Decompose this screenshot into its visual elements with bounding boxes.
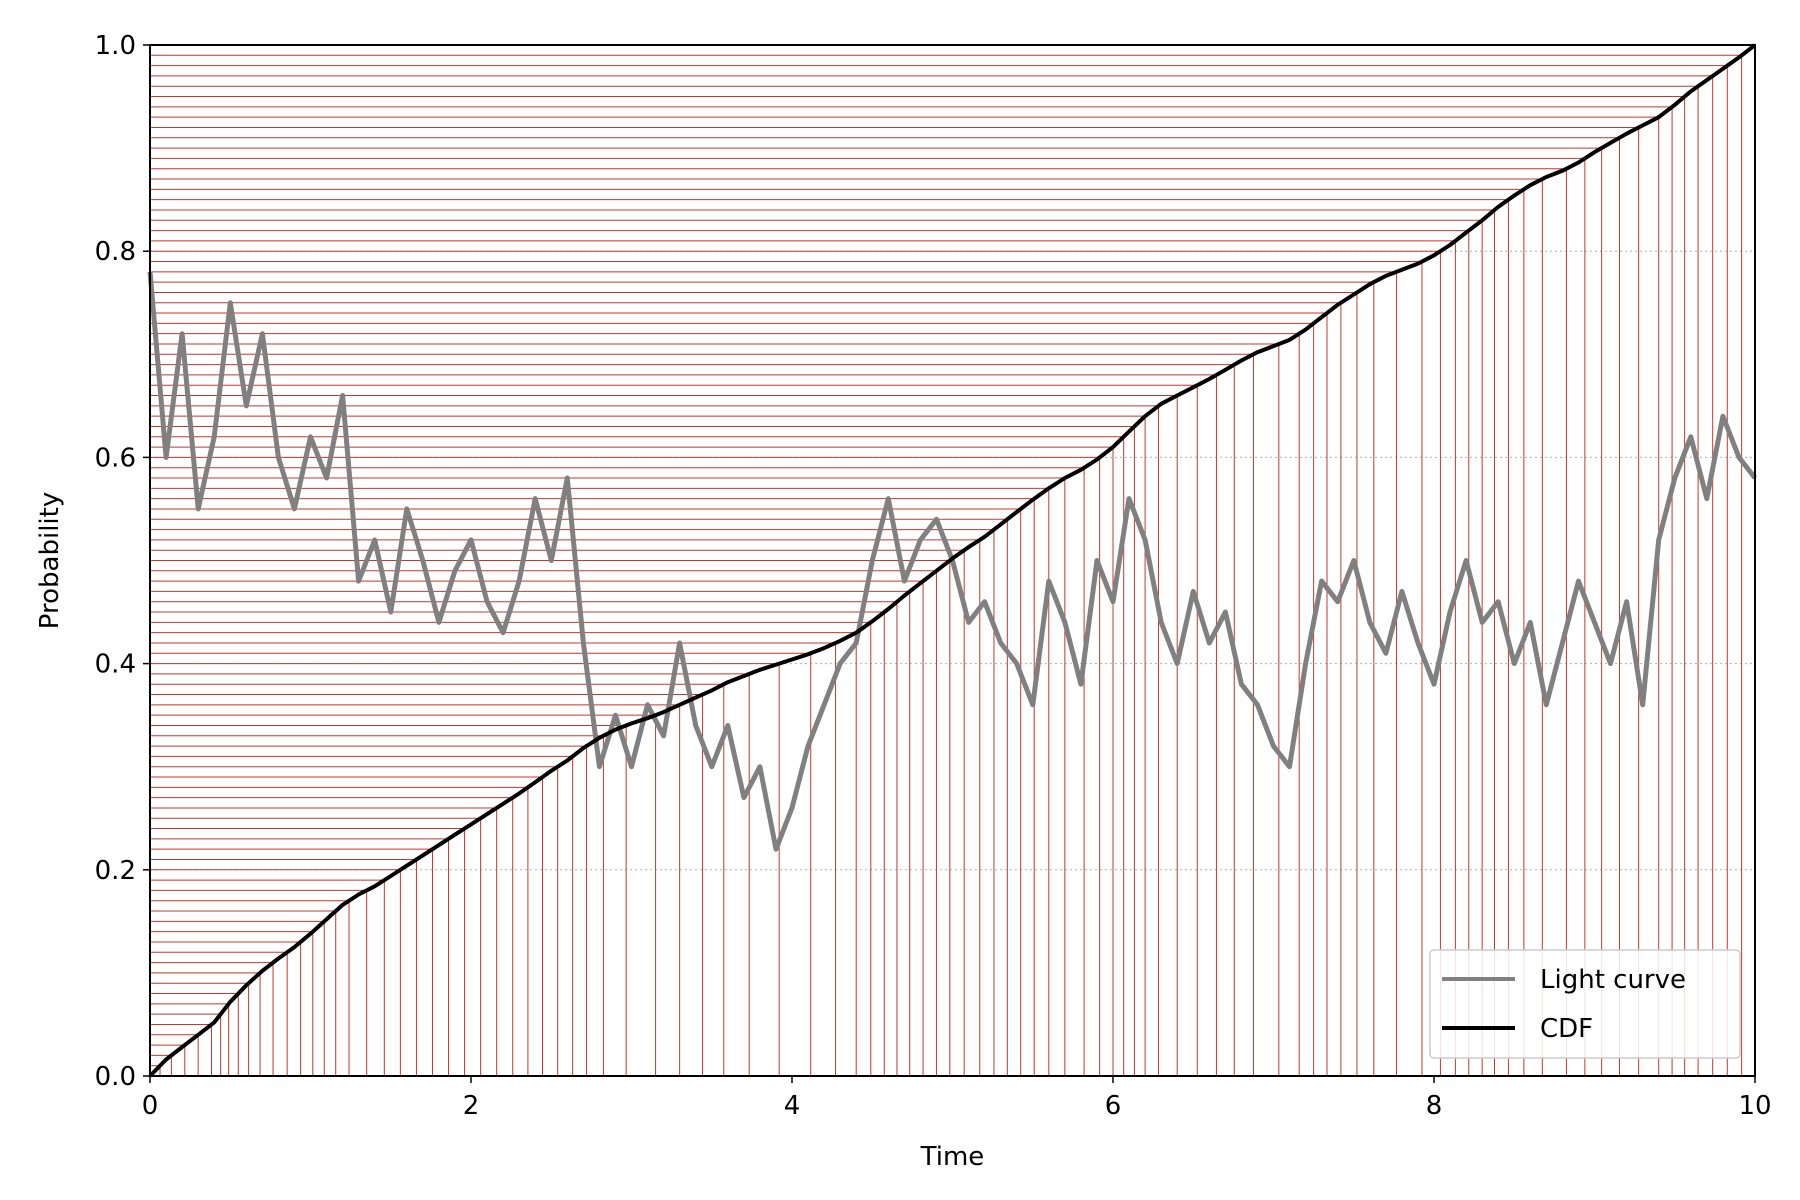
x-axis-label: Time [920, 1142, 985, 1172]
y-tick-label: 0.2 [95, 856, 136, 886]
y-axis-label: Probability [35, 492, 65, 629]
y-tick-label: 0.6 [95, 443, 136, 473]
x-tick-label: 2 [463, 1091, 480, 1121]
x-tick-label: 0 [142, 1091, 159, 1121]
axis-ticks: 0 2 4 6 8 10 0.0 0.2 0.4 0.6 0.8 1.0 [95, 31, 1772, 1121]
y-tick-label: 1.0 [95, 31, 136, 61]
cdf-line [148, 43, 1757, 1078]
x-tick-label: 4 [784, 1091, 801, 1121]
legend-label-cdf: CDF [1540, 1014, 1593, 1044]
x-tick-label: 10 [1738, 1091, 1771, 1121]
legend: Light curve CDF [1429, 949, 1741, 1059]
x-tick-label: 8 [1426, 1091, 1443, 1121]
x-tick-label: 6 [1105, 1091, 1122, 1121]
legend-label-light-curve: Light curve [1540, 965, 1686, 995]
y-tick-label: 0.4 [95, 650, 136, 680]
y-tick-label: 0.0 [95, 1062, 136, 1092]
plot-frame [149, 44, 1756, 1077]
series-lines [147, 43, 1757, 1078]
y-tick-label: 0.8 [95, 237, 136, 267]
